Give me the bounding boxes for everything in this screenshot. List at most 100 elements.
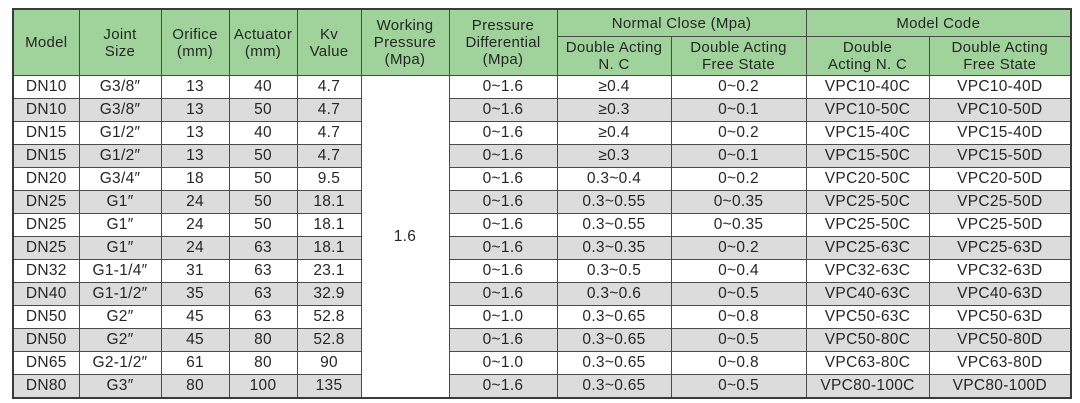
- cell-normal-close-free-state: 0~0.1: [670, 144, 807, 168]
- table-row: DN10 G3/8″ 13 50 4.7 0~1.6 ≥0.3 0~0.1 VPC10-50C V…: [12, 98, 1072, 122]
- cell-normal-close-double-acting-nc: 0.3~0.55: [556, 213, 672, 237]
- cell-model-code-free-state: VPC10-50D: [928, 98, 1072, 122]
- cell-orifice: 18: [160, 167, 230, 191]
- cell-normal-close-free-state: 0~0.8: [670, 305, 807, 329]
- cell-model: DN40: [12, 282, 80, 306]
- cell-kv-value: 52.8: [296, 328, 362, 352]
- cell-model-code-free-state: VPC10-40D: [928, 75, 1072, 99]
- cell-actuator: 63: [228, 305, 298, 329]
- group-header-normal-close: Normal Close (Mpa): [556, 8, 807, 37]
- cell-model: DN80: [12, 374, 80, 399]
- cell-actuator: 63: [228, 236, 298, 260]
- cell-pressure-differential: 0~1.6: [448, 144, 558, 168]
- cell-normal-close-free-state: 0~0.35: [670, 213, 807, 237]
- cell-pressure-differential: 0~1.6: [448, 75, 558, 99]
- cell-model: DN15: [12, 121, 80, 145]
- cell-normal-close-free-state: 0~0.5: [670, 328, 807, 352]
- cell-orifice: 13: [160, 144, 230, 168]
- cell-orifice: 24: [160, 190, 230, 214]
- cell-orifice: 45: [160, 305, 230, 329]
- header-mc-double-acting-free-state: Double Acting Free State: [928, 36, 1072, 76]
- header-model: Model: [12, 8, 80, 76]
- cell-model-code-free-state: VPC25-63D: [928, 236, 1072, 260]
- cell-normal-close-double-acting-nc: 0.3~0.65: [556, 351, 672, 375]
- cell-pressure-differential: 0~1.6: [448, 328, 558, 352]
- cell-actuator: 100: [228, 374, 298, 399]
- cell-orifice: 13: [160, 75, 230, 99]
- cell-model-code-free-state: VPC40-63D: [928, 282, 1072, 306]
- header-nc-double-acting-nc: Double Acting N. C: [556, 36, 672, 76]
- header-working-pressure: Working Pressure (Mpa): [360, 8, 450, 76]
- cell-kv-value: 23.1: [296, 259, 362, 283]
- cell-pressure-differential: 0~1.6: [448, 121, 558, 145]
- header-orifice: Orifice (mm): [160, 8, 230, 76]
- cell-pressure-differential: 0~1.6: [448, 98, 558, 122]
- cell-model-code-free-state: VPC25-50D: [928, 190, 1072, 214]
- cell-joint-size: G3/8″: [78, 75, 162, 99]
- cell-joint-size: G1″: [78, 190, 162, 214]
- cell-pressure-differential: 0~1.6: [448, 213, 558, 237]
- cell-model-code-double-acting-nc: VPC10-50C: [805, 98, 930, 122]
- cell-normal-close-double-acting-nc: 0.3~0.65: [556, 328, 672, 352]
- cell-pressure-differential: 0~1.6: [448, 190, 558, 214]
- cell-model-code-free-state: VPC50-80D: [928, 328, 1072, 352]
- header-row-top: Model Joint Size Orifice (mm) Actuator (…: [12, 8, 1072, 76]
- table-row: DN15 G1/2″ 13 40 4.7 0~1.6 ≥0.4 0~0.2 VPC15-40C V…: [12, 121, 1072, 145]
- header-row-sub: Double Acting N. C Double Acting Free St…: [13, 36, 1072, 76]
- cell-model-code-free-state: VPC32-63D: [928, 259, 1072, 283]
- cell-model-code-double-acting-nc: VPC50-80C: [805, 328, 930, 352]
- header-pressure-differential: Pressure Differential (Mpa): [448, 8, 558, 76]
- cell-actuator: 40: [228, 121, 298, 145]
- table-row: DN65 G2-1/2″ 61 80 90 0~1.0 0.3~0.65 0~0.8 VPC63…: [12, 351, 1072, 375]
- table-body: DN10 G3/8″ 13 40 4.7 1.6 0~1.6 ≥0.4 0~0.2 VPC10-4…: [12, 75, 1072, 399]
- cell-joint-size: G1″: [78, 213, 162, 237]
- cell-joint-size: G1-1/4″: [78, 259, 162, 283]
- cell-pressure-differential: 0~1.6: [448, 282, 558, 306]
- cell-orifice: 31: [160, 259, 230, 283]
- cell-orifice: 13: [160, 98, 230, 122]
- cell-kv-value: 32.9: [296, 282, 362, 306]
- table-row: DN80 G3″ 80 100 135 0~1.6 0.3~0.65 0~0.5 VPC80-1…: [12, 374, 1072, 399]
- cell-pressure-differential: 0~1.6: [448, 167, 558, 191]
- cell-pressure-differential: 0~1.6: [448, 236, 558, 260]
- cell-kv-value: 4.7: [296, 144, 362, 168]
- cell-joint-size: G3/4″: [78, 167, 162, 191]
- cell-joint-size: G2″: [78, 305, 162, 329]
- cell-normal-close-double-acting-nc: 0.3~0.55: [556, 190, 672, 214]
- table-row: DN50 G2″ 45 80 52.8 0~1.6 0.3~0.65 0~0.5 VPC50-8…: [12, 328, 1072, 352]
- working-pressure-merged-cell: 1.6: [360, 75, 450, 399]
- cell-normal-close-free-state: 0~0.1: [670, 98, 807, 122]
- cell-model-code-double-acting-nc: VPC80-100C: [805, 374, 930, 399]
- cell-model: DN50: [12, 328, 80, 352]
- cell-model: DN25: [12, 213, 80, 237]
- cell-normal-close-double-acting-nc: ≥0.4: [556, 75, 672, 99]
- cell-model-code-double-acting-nc: VPC32-63C: [805, 259, 930, 283]
- cell-actuator: 63: [228, 259, 298, 283]
- cell-model-code-free-state: VPC20-50D: [928, 167, 1072, 191]
- cell-model-code-double-acting-nc: VPC25-50C: [805, 190, 930, 214]
- cell-normal-close-free-state: 0~0.2: [670, 121, 807, 145]
- cell-normal-close-double-acting-nc: 0.3~0.65: [556, 374, 672, 399]
- cell-actuator: 63: [228, 282, 298, 306]
- cell-normal-close-free-state: 0~0.2: [670, 167, 807, 191]
- cell-normal-close-double-acting-nc: ≥0.3: [556, 98, 672, 122]
- cell-normal-close-free-state: 0~0.8: [670, 351, 807, 375]
- header-joint-size: Joint Size: [78, 8, 162, 76]
- cell-joint-size: G1″: [78, 236, 162, 260]
- cell-kv-value: 18.1: [296, 213, 362, 237]
- header-nc-double-acting-free-state: Double Acting Free State: [670, 36, 807, 76]
- cell-model-code-double-acting-nc: VPC15-50C: [805, 144, 930, 168]
- cell-normal-close-double-acting-nc: 0.3~0.6: [556, 282, 672, 306]
- cell-orifice: 24: [160, 236, 230, 260]
- cell-actuator: 80: [228, 351, 298, 375]
- cell-pressure-differential: 0~1.0: [448, 351, 558, 375]
- cell-model-code-double-acting-nc: VPC15-40C: [805, 121, 930, 145]
- cell-model-code-double-acting-nc: VPC63-80C: [805, 351, 930, 375]
- cell-kv-value: 9.5: [296, 167, 362, 191]
- cell-model: DN32: [12, 259, 80, 283]
- cell-normal-close-double-acting-nc: ≥0.3: [556, 144, 672, 168]
- cell-kv-value: 90: [296, 351, 362, 375]
- cell-model-code-double-acting-nc: VPC20-50C: [805, 167, 930, 191]
- table-row: DN25 G1″ 24 50 18.1 0~1.6 0.3~0.55 0~0.35 VPC25-…: [12, 190, 1072, 214]
